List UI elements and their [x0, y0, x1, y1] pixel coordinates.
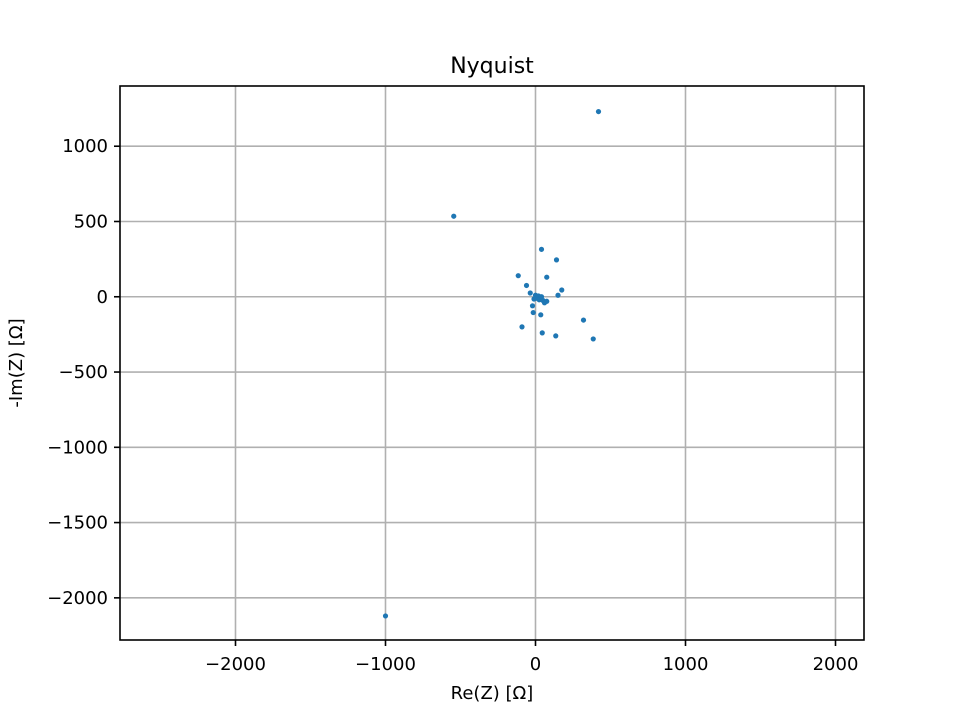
data-point — [555, 292, 561, 298]
data-point — [544, 274, 550, 280]
y-axis-ticks: −2000 −1500 −1000 −500 0 500 1000 — [47, 136, 120, 609]
y-tick-label: 0 — [97, 287, 108, 308]
data-point — [595, 108, 602, 115]
data-point — [531, 296, 537, 302]
y-tick-label: −2000 — [47, 588, 108, 609]
data-point — [538, 312, 544, 318]
data-point — [451, 213, 457, 219]
data-point — [523, 282, 530, 289]
x-tick-label: −1000 — [355, 654, 416, 675]
data-point — [559, 287, 565, 293]
y-tick-label: 1000 — [62, 136, 108, 157]
data-point — [541, 300, 548, 306]
data-point — [538, 246, 545, 252]
data-point — [553, 257, 560, 263]
x-tick-label: 2000 — [813, 654, 859, 675]
x-tick-label: 1000 — [663, 654, 709, 675]
x-axis-label: Re(Z) [Ω] — [451, 683, 534, 704]
x-tick-label: 0 — [530, 654, 541, 675]
data-point — [580, 317, 587, 323]
data-point — [527, 290, 533, 296]
data-point — [529, 303, 536, 309]
y-tick-label: 500 — [74, 211, 108, 232]
data-point — [553, 333, 559, 339]
data-point — [590, 336, 596, 342]
grid — [120, 86, 864, 640]
chart-title: Nyquist — [450, 54, 534, 79]
data-point — [519, 324, 525, 330]
data-points — [382, 108, 602, 619]
data-point — [539, 330, 545, 336]
data-point — [530, 309, 536, 316]
data-point — [515, 273, 521, 279]
plot-frame — [119, 85, 865, 641]
y-tick-label: −1500 — [47, 513, 108, 534]
x-tick-label: −2000 — [205, 654, 266, 675]
x-axis-ticks: −2000 −1000 0 1000 2000 — [205, 640, 858, 675]
y-tick-label: −1000 — [47, 437, 108, 458]
y-axis-label: -Im(Z) [Ω] — [6, 318, 27, 407]
data-point — [382, 613, 389, 619]
y-tick-label: −500 — [59, 362, 108, 383]
